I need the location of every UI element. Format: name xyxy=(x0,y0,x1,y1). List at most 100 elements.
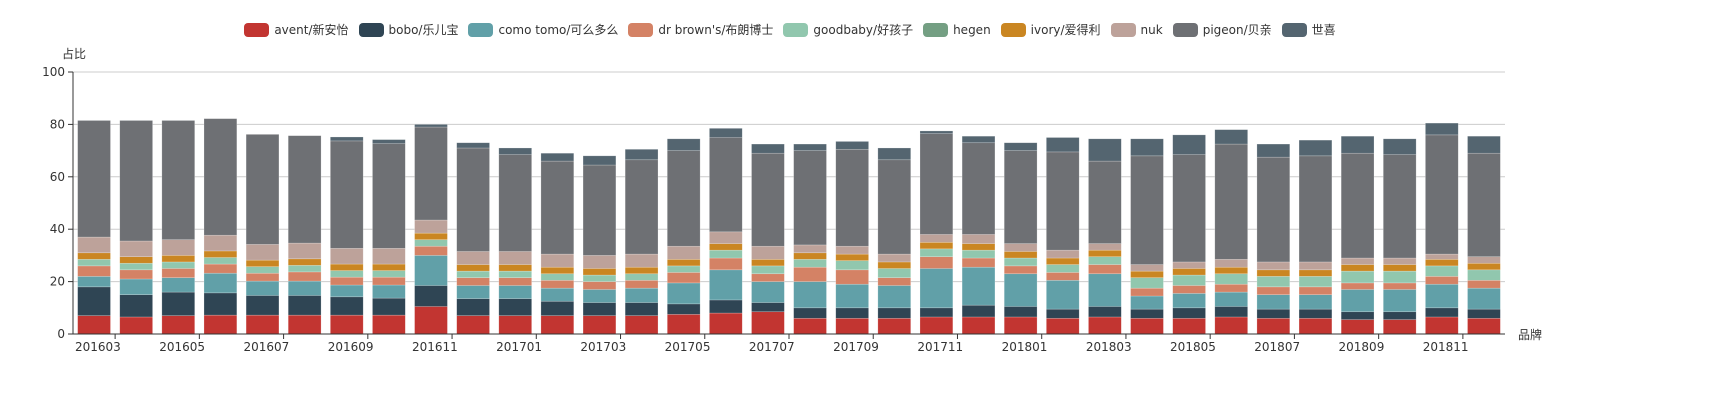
bar-segment[interactable] xyxy=(414,285,448,307)
bar-segment[interactable] xyxy=(1130,287,1164,297)
bar-segment[interactable] xyxy=(666,259,701,267)
bar-segment[interactable] xyxy=(1256,317,1291,335)
legend-item[interactable]: bobo/乐儿宝 xyxy=(358,21,458,38)
bar-segment[interactable] xyxy=(1172,154,1206,263)
bar-segment[interactable] xyxy=(835,260,869,271)
bar-segment[interactable] xyxy=(119,262,153,271)
bar-segment[interactable] xyxy=(793,317,827,335)
bar-segment[interactable] xyxy=(919,242,954,250)
bar-segment[interactable] xyxy=(287,242,322,260)
bar-segment[interactable] xyxy=(1046,151,1080,251)
bar-segment[interactable] xyxy=(961,135,996,144)
bar-segment[interactable] xyxy=(1298,308,1333,319)
bar-segment[interactable] xyxy=(77,236,111,254)
bar-segment[interactable] xyxy=(456,147,490,252)
bar-segment[interactable] xyxy=(1003,142,1038,151)
bar-segment[interactable] xyxy=(372,297,406,316)
bar-segment[interactable] xyxy=(624,279,659,289)
bar-segment[interactable] xyxy=(961,249,996,259)
bar-segment[interactable] xyxy=(666,150,701,247)
bar-segment[interactable] xyxy=(498,154,532,252)
bar-segment[interactable] xyxy=(835,141,869,150)
bar-segment[interactable] xyxy=(582,268,617,276)
bar-segment[interactable] xyxy=(1172,274,1206,286)
bar-segment[interactable] xyxy=(1425,259,1459,267)
bar-segment[interactable] xyxy=(877,268,912,278)
bar-segment[interactable] xyxy=(793,266,827,282)
bar-segment[interactable] xyxy=(1382,289,1417,313)
bar-segment[interactable] xyxy=(1340,135,1375,154)
bar-segment[interactable] xyxy=(877,159,912,255)
bar-segment[interactable] xyxy=(1046,257,1080,265)
bar-segment[interactable] xyxy=(1425,134,1459,255)
bar-segment[interactable] xyxy=(245,266,280,274)
bar-segment[interactable] xyxy=(1298,317,1333,335)
bar-segment[interactable] xyxy=(1088,249,1122,258)
bar-stack[interactable] xyxy=(835,141,869,335)
bar-segment[interactable] xyxy=(414,232,448,240)
bar-segment[interactable] xyxy=(751,143,785,154)
bar-segment[interactable] xyxy=(582,255,617,269)
bar-segment[interactable] xyxy=(751,302,785,313)
bar-segment[interactable] xyxy=(372,284,406,299)
bar-segment[interactable] xyxy=(877,253,912,263)
bar-segment[interactable] xyxy=(709,312,743,335)
bar-segment[interactable] xyxy=(666,265,701,273)
bar-segment[interactable] xyxy=(1467,135,1501,154)
bar-segment[interactable] xyxy=(330,314,364,335)
legend-item[interactable]: hegen xyxy=(923,21,991,38)
bar-segment[interactable] xyxy=(119,278,153,296)
bar-stack[interactable] xyxy=(119,120,153,335)
bar-segment[interactable] xyxy=(1340,289,1375,313)
bar-segment[interactable] xyxy=(161,268,196,278)
bar-segment[interactable] xyxy=(1467,287,1501,310)
bar-segment[interactable] xyxy=(1088,264,1122,275)
bar-segment[interactable] xyxy=(77,252,111,260)
bar-segment[interactable] xyxy=(1340,270,1375,284)
bar-stack[interactable] xyxy=(540,152,575,335)
bar-stack[interactable] xyxy=(498,147,532,335)
bar-segment[interactable] xyxy=(245,134,280,245)
bar-segment[interactable] xyxy=(119,256,153,264)
bar-segment[interactable] xyxy=(1046,137,1080,153)
bar-segment[interactable] xyxy=(456,264,490,272)
bar-segment[interactable] xyxy=(1046,308,1080,319)
bar-segment[interactable] xyxy=(498,264,532,272)
bar-segment[interactable] xyxy=(1298,155,1333,263)
bar-segment[interactable] xyxy=(456,142,490,149)
bar-segment[interactable] xyxy=(793,252,827,260)
bar-stack[interactable] xyxy=(793,143,827,335)
bar-segment[interactable] xyxy=(414,239,448,247)
bar-segment[interactable] xyxy=(1003,150,1038,244)
bar-segment[interactable] xyxy=(1340,152,1375,259)
bar-segment[interactable] xyxy=(119,294,153,318)
bar-segment[interactable] xyxy=(372,314,406,335)
bar-stack[interactable] xyxy=(1340,135,1375,335)
bar-segment[interactable] xyxy=(540,315,575,335)
bar-segment[interactable] xyxy=(1214,291,1248,307)
bar-stack[interactable] xyxy=(456,142,490,335)
legend-item[interactable]: como tomo/可么多么 xyxy=(468,21,618,38)
bar-segment[interactable] xyxy=(456,251,490,265)
bar-segment[interactable] xyxy=(919,130,954,134)
bar-segment[interactable] xyxy=(1382,282,1417,290)
bar-segment[interactable] xyxy=(161,120,196,240)
bar-segment[interactable] xyxy=(793,281,827,309)
bar-segment[interactable] xyxy=(498,251,532,265)
bar-segment[interactable] xyxy=(709,269,743,301)
bar-segment[interactable] xyxy=(877,147,912,161)
bar-segment[interactable] xyxy=(624,159,659,255)
legend-item[interactable]: ivory/爱得利 xyxy=(1000,21,1101,38)
bar-segment[interactable] xyxy=(666,272,701,284)
bar-segment[interactable] xyxy=(245,295,280,316)
bar-segment[interactable] xyxy=(1256,261,1291,271)
bar-stack[interactable] xyxy=(877,147,912,335)
bar-segment[interactable] xyxy=(666,314,701,335)
bar-segment[interactable] xyxy=(1130,277,1164,289)
bar-segment[interactable] xyxy=(624,302,659,316)
bar-segment[interactable] xyxy=(498,315,532,335)
bar-segment[interactable] xyxy=(245,259,280,267)
bar-segment[interactable] xyxy=(624,266,659,275)
bar-segment[interactable] xyxy=(161,291,196,316)
bar-segment[interactable] xyxy=(624,315,659,335)
